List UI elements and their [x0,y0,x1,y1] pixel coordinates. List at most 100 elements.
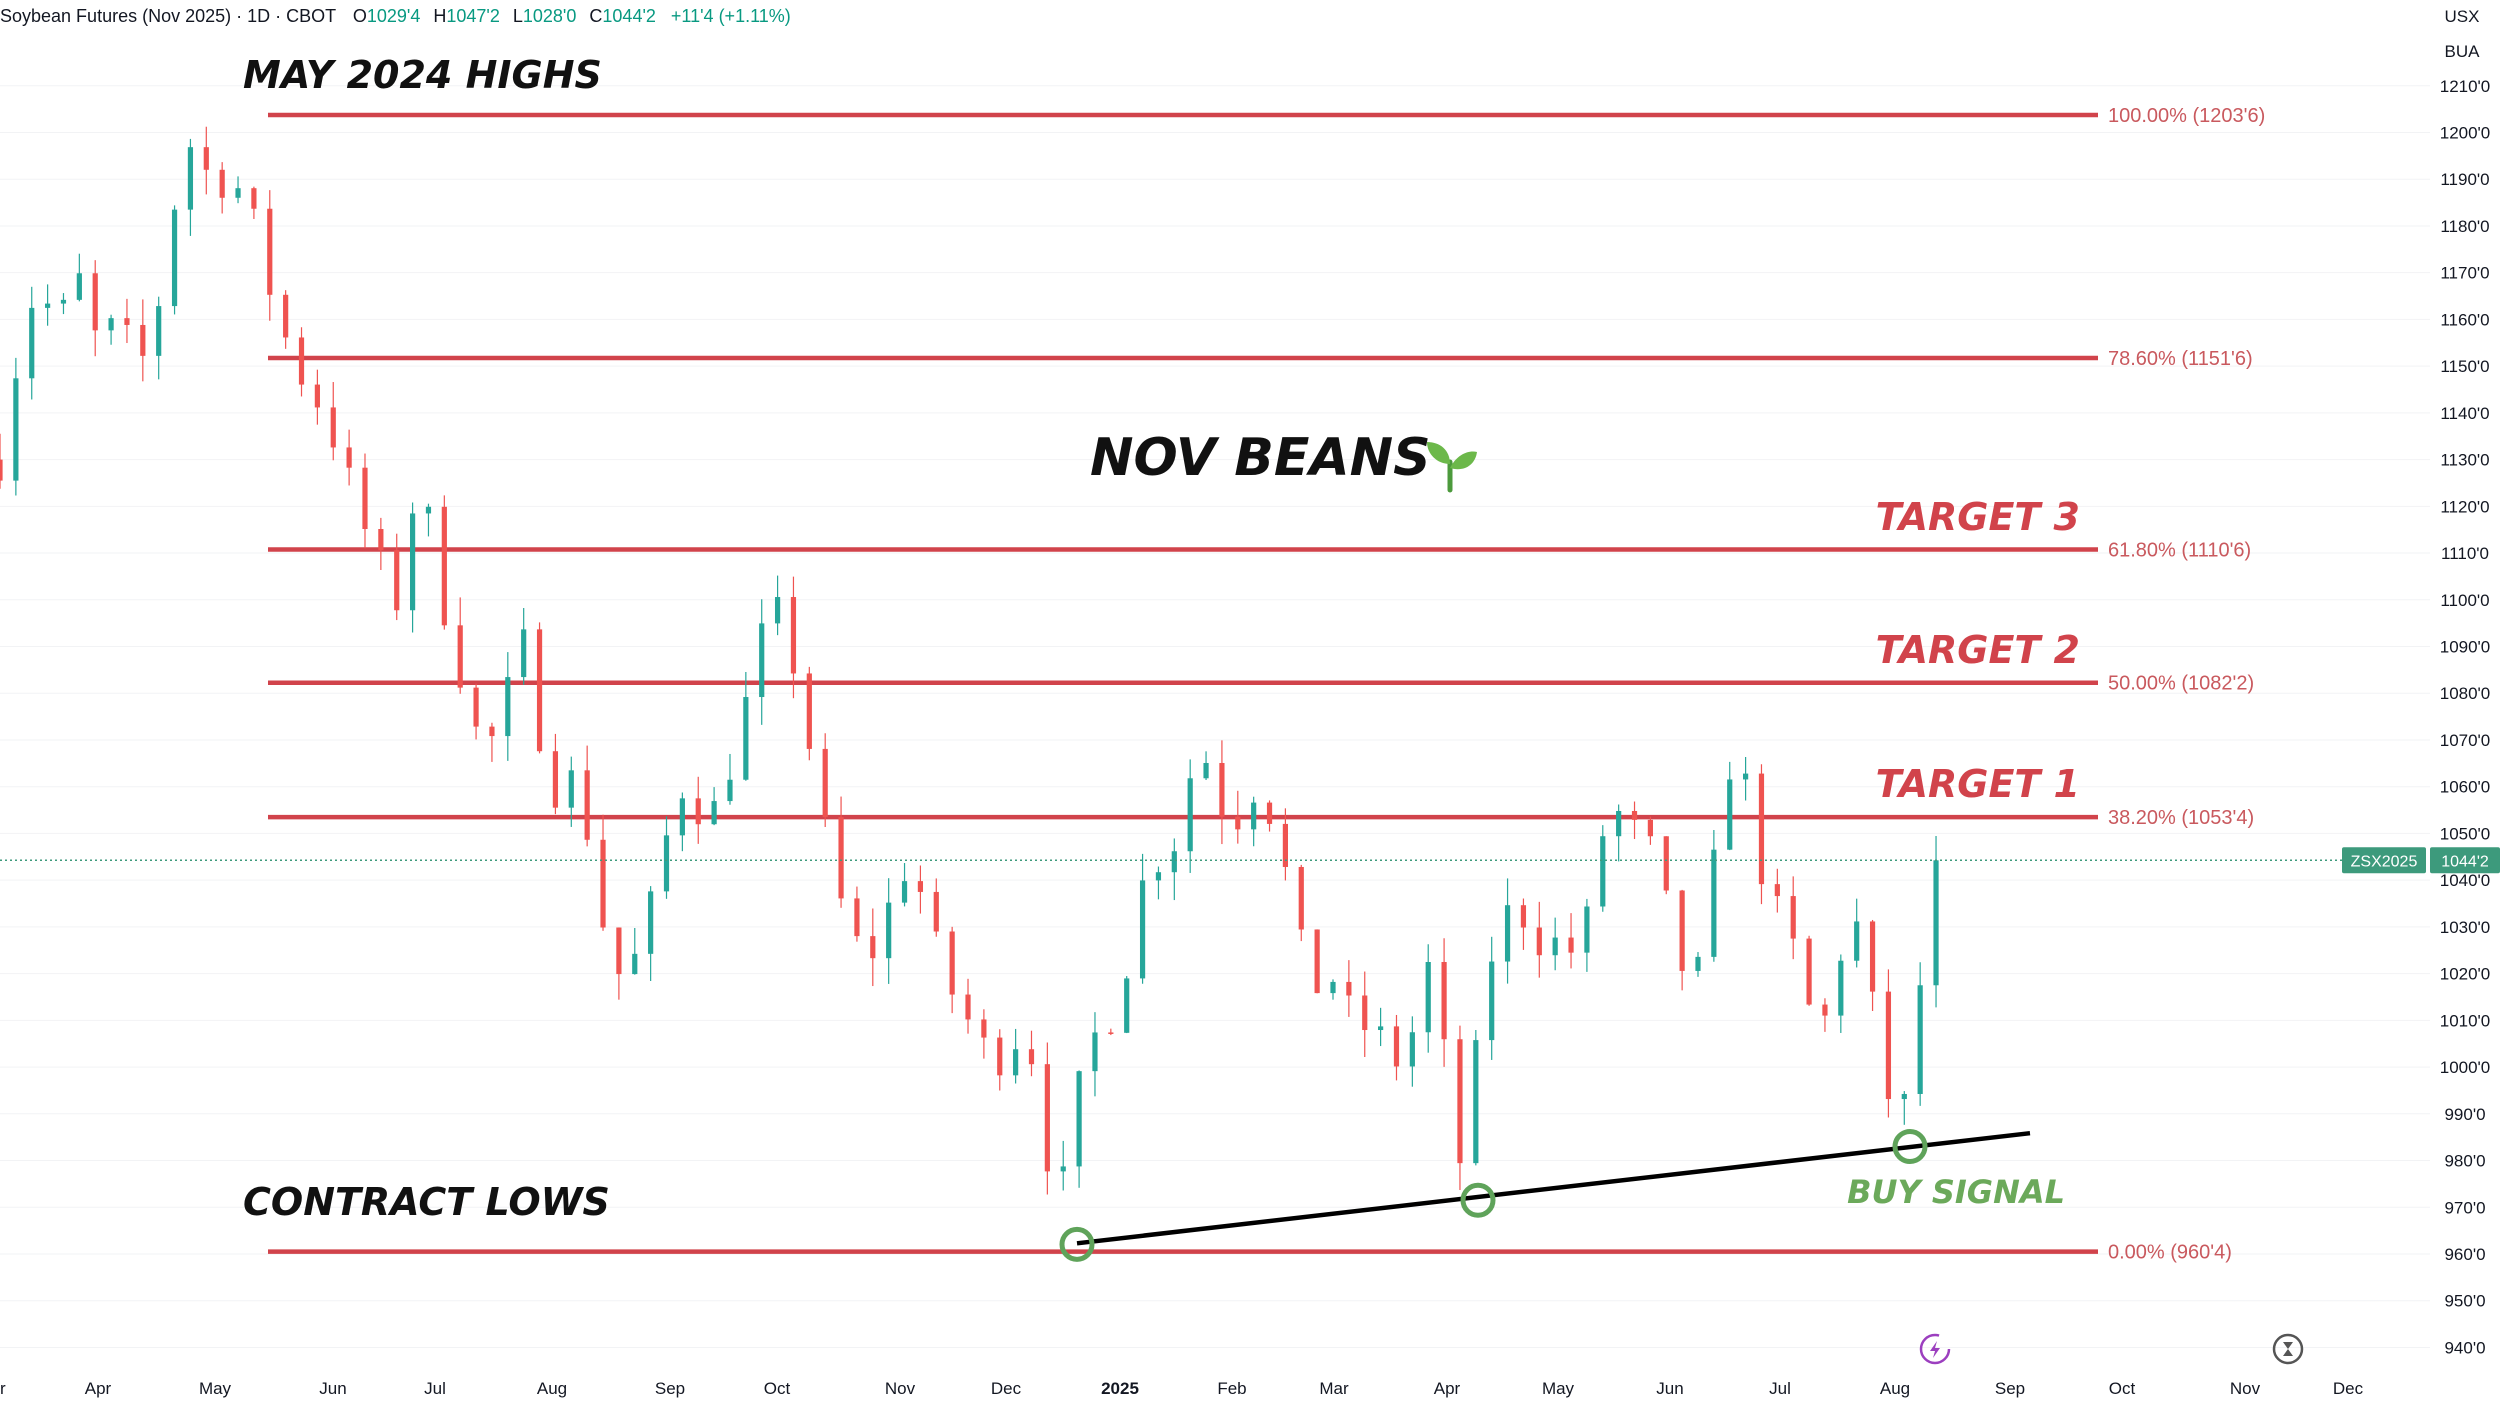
y-tick-label: 1080'0 [2440,684,2491,703]
trendline[interactable] [1076,1130,2031,1246]
candle-body [790,597,797,674]
candle-body [1076,1071,1082,1167]
candle-body [1393,1026,1400,1067]
x-tick-label: Nov [2230,1379,2261,1398]
candle-body [663,835,670,892]
candle-body [1282,823,1288,867]
candle-body [1155,872,1162,881]
y-tick-label: 940'0 [2444,1338,2485,1357]
y-tick-label: 1190'0 [2440,170,2489,189]
badge-symbol: ZSX2025 [2351,853,2418,870]
x-tick-label: Apr [1434,1379,1461,1398]
candle-body [1536,927,1542,956]
x-tick-label: Mar [1319,1379,1349,1398]
candle-body [203,147,209,170]
candle-body [1885,991,1892,1100]
y-tick-label: 1000'0 [2440,1058,2491,1077]
candle-body [1600,836,1606,907]
candle-body [187,147,194,210]
candle-body [1409,1032,1415,1067]
trendline-group[interactable] [1059,1129,2031,1262]
candle-body [425,506,432,514]
candle-body [1171,851,1177,873]
target2-label: TARGET 2 [1876,628,2080,672]
y-tick-label: 1040'0 [2440,871,2491,890]
time-axis[interactable]: r Apr May Jun Jul Aug Sep Oct Nov Dec 2025 Feb Mar Ap… [0,1379,2364,1398]
candle-body [346,447,352,468]
close-label: C [589,6,602,26]
buy-signal-circle[interactable] [1059,1226,1095,1262]
contract-lows-label: CONTRACT LOWS [243,1180,610,1224]
candle-body [1790,896,1796,939]
candle-body [29,307,35,379]
candle-body [1044,1064,1050,1172]
fib-label: 0.00% (960'4) [2108,1242,2232,1264]
y-tick-label: 1130'0 [2440,451,2489,470]
candle-body [632,953,638,975]
candle-body [679,798,685,836]
candle-body [1631,810,1638,820]
candle-body [1616,810,1622,837]
x-tick-label: Oct [2109,1379,2136,1398]
x-tick-label: Aug [1880,1379,1910,1398]
target1-label: TARGET 1 [1876,762,2080,806]
candle-body [743,697,749,780]
y-tick-label: 1170'0 [2440,264,2489,283]
candle-body [1314,929,1320,994]
candle-body [13,378,19,481]
candle-body [171,209,178,307]
buy-signal-circle[interactable] [1460,1182,1496,1218]
price-axis[interactable]: 1210'0 1200'0 1190'0 1180'0 1170'0 1160'0 1150… [2440,77,2491,1358]
quantity-unit[interactable]: BUA [2445,42,2481,61]
candle-body [981,1019,987,1038]
fib-label: 78.60% (1151'6) [2108,348,2253,370]
candle-body [1203,762,1209,779]
change-value: +11'4 (+1.11%) [671,6,791,26]
candle-body [901,881,908,903]
candle-body [886,902,892,959]
hourglass-icon[interactable] [2272,1333,2304,1365]
y-tick-label: 1140'0 [2440,404,2489,423]
candle-body [965,994,971,1020]
candle-body [108,318,114,331]
candle-body [695,798,701,825]
candle-body [774,597,781,624]
candle-body [1711,849,1717,957]
candle-body [473,687,479,727]
x-tick-label: Dec [991,1379,1022,1398]
candle-body [1743,773,1749,780]
currency-unit[interactable]: USX [2445,7,2480,26]
x-tick-label: Jul [424,1379,446,1398]
candle-body [806,673,812,749]
buy-signal-circle[interactable] [1892,1129,1928,1165]
candle-body [1552,937,1558,956]
candle-body [552,751,559,808]
fib-levels: 100.00% (1203'6) 78.60% (1151'6) 61.80% (1… [268,105,2265,1264]
candle-body [1092,1032,1098,1072]
candle-body [727,779,733,802]
candle-body [1901,1093,1907,1100]
candle-body [1695,956,1701,971]
open-label: O [353,6,367,26]
y-tick-label: 990'0 [2444,1105,2485,1124]
lightning-icon[interactable] [1919,1333,1951,1365]
candle-body [1013,1049,1019,1076]
candle-body [298,337,305,385]
badge-price-bg [2430,847,2500,874]
symbol-title: Soybean Futures (Nov 2025) · 1D · CBOT [0,6,336,26]
candle-body [441,506,447,626]
candle-body [1441,962,1447,1040]
seedling-icon [1427,442,1477,493]
price-badge[interactable]: ZSX2025 1044'2 [2342,847,2500,874]
candle-body [870,936,876,959]
candle-body [1060,1166,1066,1172]
candle-body [1139,880,1146,979]
candle-body [1346,981,1352,996]
candle-body [1378,1026,1384,1031]
candle-body [283,294,289,338]
candle-body [1266,802,1273,824]
candle-body [1425,962,1431,1033]
candle-body [1917,985,1923,1094]
badge-price: 1044'2 [2441,853,2489,870]
